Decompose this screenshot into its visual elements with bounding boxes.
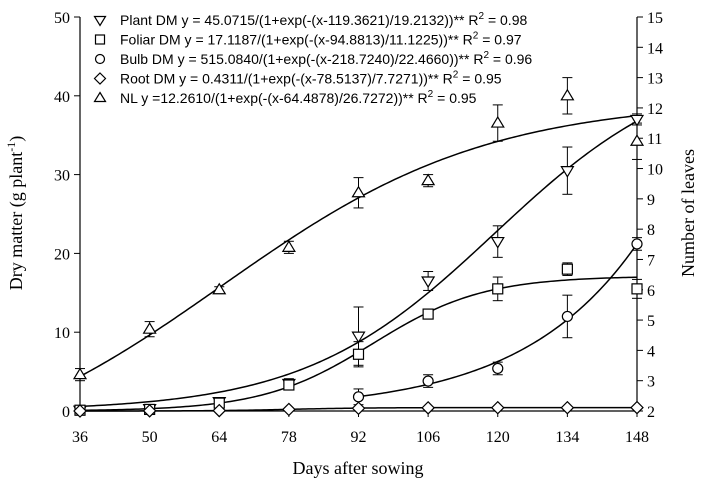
y-right-tick-label: 6: [647, 283, 655, 300]
data-points: [72, 88, 645, 418]
y-left-tick-label: 30: [54, 168, 70, 185]
point-plant-dm: [421, 276, 436, 289]
point-root-dm: [560, 400, 575, 415]
point-nl: [560, 88, 575, 101]
x-tick-label: 36: [72, 429, 88, 446]
point-root-dm: [142, 403, 157, 418]
y-right-tick-label: 7: [647, 252, 655, 269]
point-nl: [490, 115, 505, 128]
point-nl: [421, 173, 436, 186]
legend-label: Foliar DM y = 17.1187/(1+exp(-(x-94.8813…: [120, 31, 522, 48]
y-right-tick-label: 14: [647, 40, 663, 57]
point-bulb-dm: [631, 238, 643, 250]
x-tick-label: 78: [281, 429, 297, 446]
y-axis-left-label: Dry matter (g plant-1): [4, 136, 27, 290]
point-foliar-dm: [492, 283, 504, 295]
y-axis-right-label: Number of leaves: [678, 149, 698, 277]
point-plant-dm: [351, 331, 366, 344]
point-root-dm: [73, 404, 87, 418]
point-nl: [142, 322, 157, 334]
y-left-tick-label: 10: [54, 325, 70, 342]
point-root-dm: [351, 401, 366, 416]
y-right-tick-label: 10: [647, 162, 663, 179]
point-root-dm: [212, 403, 227, 418]
point-plant-dm: [490, 236, 505, 249]
legend-label: Plant DM y = 45.0715/(1+exp(-(x-119.3621…: [120, 11, 527, 28]
point-plant-dm: [629, 114, 645, 127]
x-tick-label: 134: [555, 429, 579, 446]
point-bulb-dm: [352, 391, 365, 403]
x-tick-label: 92: [351, 429, 367, 446]
point-bulb-dm: [492, 362, 504, 375]
y-right-tick-label: 12: [647, 101, 663, 118]
y-right-tick-label: 9: [647, 192, 655, 209]
point-nl: [351, 185, 366, 198]
y-right-tick-label: 11: [647, 131, 662, 148]
y-left-tick-label: 40: [54, 89, 70, 106]
legend-marker-plant-dm: [93, 15, 107, 27]
y-right-tick-label: 5: [647, 313, 655, 330]
point-root-dm: [490, 400, 505, 415]
y-right-tick-label: 8: [647, 222, 655, 239]
point-bulb-dm: [422, 375, 434, 387]
y-right-tick-label: 15: [647, 10, 663, 27]
point-nl: [281, 240, 296, 252]
point-nl: [212, 282, 227, 295]
fitted-curve-bulb-dm: [358, 243, 638, 398]
point-plant-dm: [560, 166, 575, 178]
x-tick-label: 106: [416, 429, 440, 446]
legend-marker-foliar-dm: [94, 34, 106, 45]
point-foliar-dm: [422, 308, 434, 320]
point-root-dm: [630, 400, 644, 415]
legend: Plant DM y = 45.0715/(1+exp(-(x-119.3621…: [93, 11, 532, 106]
point-bulb-dm: [561, 310, 573, 323]
axes: 36 50 64 78 92 106 120 134 148010203040502345678…: [54, 10, 663, 446]
point-nl: [72, 367, 88, 380]
point-foliar-dm: [631, 283, 643, 295]
y-right-tick-label: 13: [647, 71, 663, 88]
legend-label: Root DM y = 0.4311/(1+exp(-(x-78.5137)/7…: [120, 70, 502, 87]
point-foliar-dm: [283, 379, 295, 391]
y-left-tick-label: 0: [62, 404, 70, 421]
legend-marker-root-dm: [93, 72, 107, 85]
point-foliar-dm: [561, 263, 573, 275]
point-foliar-dm: [352, 348, 365, 360]
y-left-tick-label: 50: [54, 10, 70, 27]
legend-label: NL y =12.2610/(1+exp(-(x-64.4878)/26.727…: [120, 89, 477, 106]
y-right-tick-label: 2: [647, 404, 655, 421]
y-right-tick-label: 3: [647, 374, 655, 391]
legend-marker-bulb-dm: [94, 53, 106, 65]
y-right-tick-label: 4: [647, 343, 655, 360]
point-root-dm: [282, 402, 296, 417]
y-left-tick-label: 20: [54, 246, 70, 263]
x-tick-label: 120: [486, 429, 510, 446]
legend-marker-nl: [93, 91, 107, 103]
x-tick-label: 50: [142, 429, 158, 446]
point-nl: [629, 134, 645, 146]
x-tick-label: 64: [211, 429, 227, 446]
point-root-dm: [421, 400, 435, 415]
x-axis-label: Days after sowing: [293, 458, 424, 478]
legend-label: Bulb DM y = 515.0840/(1+exp(-(x-218.7240…: [120, 50, 532, 67]
x-tick-label: 148: [625, 429, 649, 446]
